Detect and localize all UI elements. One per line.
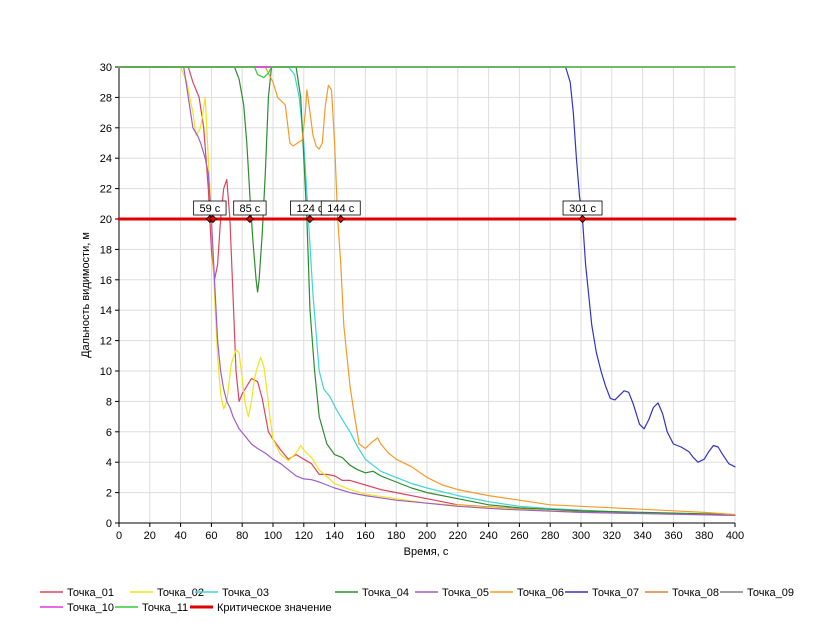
x-tick-label: 300 — [572, 530, 590, 542]
y-tick-label: 10 — [100, 366, 112, 378]
x-tick-label: 60 — [205, 530, 217, 542]
x-tick-label: 200 — [418, 530, 436, 542]
x-tick-label: 0 — [116, 530, 122, 542]
legend-label: Точка_06 — [517, 587, 564, 599]
axis-layer: 0 20 40 60 80 100 120 140 160 180 200 220 240 260 280 3… — [100, 62, 744, 542]
x-tick-label: 140 — [325, 530, 343, 542]
y-tick-label: 26 — [100, 123, 112, 135]
series-line-2 — [118, 66, 736, 516]
x-tick-label: 380 — [695, 530, 713, 542]
x-tick-label: 280 — [541, 530, 559, 542]
callout-label: 144 с — [327, 203, 354, 215]
callout-box — [562, 200, 603, 216]
legend-label: Точка_07 — [592, 587, 639, 599]
x-tick-label: 20 — [144, 530, 156, 542]
legend-label: Точка_03 — [222, 587, 269, 599]
callout-box — [233, 200, 267, 216]
callout-label: 59 с — [199, 203, 220, 215]
x-axis-title: Время, с — [404, 546, 449, 558]
y-tick-label: 30 — [100, 62, 112, 74]
x-tick-label: 240 — [479, 530, 497, 542]
series-line-5 — [118, 66, 736, 516]
legend-label: Точка_10 — [67, 602, 114, 614]
y-tick-label: 28 — [100, 92, 112, 104]
legend-label: Точка_01 — [67, 587, 114, 599]
threshold-marker — [305, 214, 315, 224]
threshold-marker — [336, 214, 345, 224]
x-tick-label: 320 — [603, 530, 621, 542]
callout-label: 85 с — [240, 203, 261, 215]
y-tick-label: 18 — [100, 244, 112, 256]
y-tick-label: 2 — [106, 488, 112, 500]
legend-label: Точка_09 — [747, 587, 794, 599]
x-tick-label: 160 — [356, 530, 374, 542]
x-tick-label: 40 — [174, 530, 186, 542]
x-tick-label: 360 — [664, 530, 682, 542]
callout-box — [193, 200, 227, 216]
y-tick-label: 4 — [106, 457, 112, 469]
y-tick-label: 20 — [100, 214, 112, 226]
y-axis-title: Дальность видимости, м — [80, 232, 92, 358]
y-tick-label: 22 — [100, 184, 112, 196]
y-tick-label: 6 — [106, 427, 112, 439]
y-tick-label: 12 — [100, 336, 112, 348]
y-tick-label: 0 — [106, 518, 112, 530]
x-tick-label: 340 — [633, 530, 651, 542]
annotation-layer: 59 с 85 с 124 с 144 с 301 с — [193, 200, 603, 224]
legend-label: Точка_11 — [142, 602, 188, 614]
y-tick-label: 24 — [100, 153, 112, 165]
series-line-6 — [118, 66, 736, 516]
callout-box — [320, 200, 361, 216]
grid-layer — [118, 66, 736, 524]
legend-label: Точка_04 — [362, 587, 409, 599]
series-line-3 — [118, 66, 736, 516]
x-tick-label: 400 — [726, 530, 744, 542]
legend: Точка_01 Точка_02 Точка_03 Точка_04 Точка_05… — [40, 587, 794, 614]
x-tick-label: 80 — [236, 530, 248, 542]
legend-label: Точка_02 — [157, 587, 204, 599]
y-tick-label: 16 — [100, 275, 112, 287]
x-tick-label: 220 — [449, 530, 467, 542]
threshold-marker — [245, 214, 254, 224]
series-line-11 — [118, 66, 736, 79]
x-tick-label: 100 — [264, 530, 282, 542]
threshold-marker — [208, 214, 218, 224]
x-tick-label: 120 — [295, 530, 313, 542]
callout-label: 124 с — [296, 203, 323, 215]
threshold-marker — [578, 214, 587, 224]
x-tick-label: 180 — [387, 530, 405, 542]
legend-label: Точка_05 — [442, 587, 489, 599]
legend-label: Точка_08 — [672, 587, 719, 599]
y-tick-label: 8 — [106, 396, 112, 408]
y-tick-label: 14 — [100, 305, 112, 317]
legend-label: Критическое значение — [217, 602, 332, 614]
series-line-7 — [118, 66, 736, 468]
x-tick-label: 260 — [510, 530, 528, 542]
callout-label: 301 с — [569, 203, 596, 215]
